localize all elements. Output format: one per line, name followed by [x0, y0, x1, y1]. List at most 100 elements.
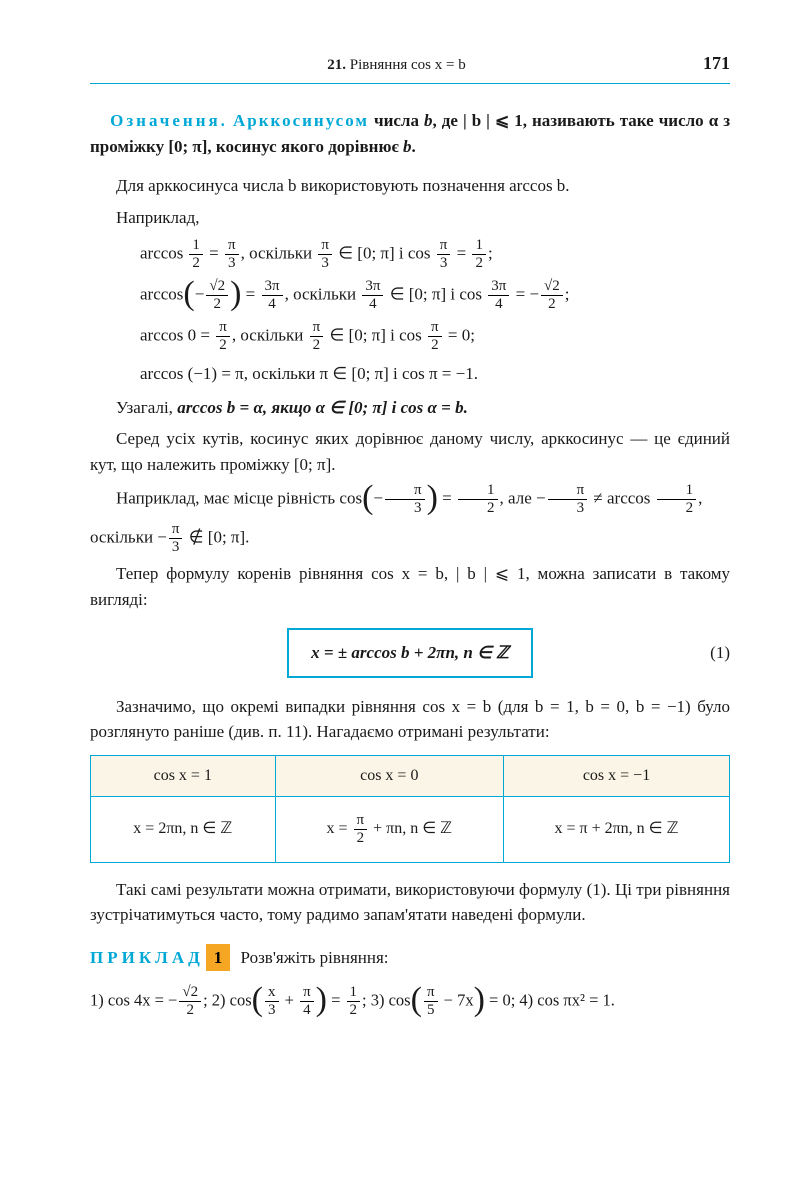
paragraph-6: Тепер формулу коренів рівняння cos x = b…	[90, 561, 730, 612]
ex2-dn: 3π	[488, 279, 509, 296]
ex1-j: 2	[472, 255, 486, 271]
ex2-rd: 4	[262, 296, 283, 312]
p4-c: 1	[458, 483, 498, 500]
table-header-2: cos x = 0	[275, 755, 503, 796]
p4-a: π	[385, 483, 425, 500]
ex2-en: √2	[541, 279, 563, 296]
paragraph-4: Наприклад, має місце рівність cos(−π3) =…	[90, 483, 730, 516]
ex1-g: π	[437, 238, 451, 255]
ex2-cn: 3π	[362, 279, 383, 296]
definition-block: Означення. Арккосинусом числа b, де | b …	[90, 108, 730, 159]
page-number: 171	[703, 50, 730, 77]
section-number: 21.	[327, 57, 346, 73]
pr2c-d: 2	[347, 1002, 361, 1018]
arccos-example-3: arccos 0 = π2, оскільки π2 ∈ [0; π] і co…	[140, 320, 730, 353]
ex1-eq: =	[205, 243, 223, 262]
formula-row: x = ± arccos b + 2πn, n ∈ ℤ (1)	[90, 628, 730, 678]
ex2-pre: arccos	[140, 284, 183, 303]
ex1-mid: , оскільки	[241, 243, 317, 262]
ex3-c: π	[310, 320, 324, 337]
main-formula: x = ± arccos b + 2πn, n ∈ ℤ	[287, 628, 533, 678]
pr2-mid: =	[327, 990, 345, 1009]
ex3-mid: , оскільки	[232, 325, 308, 344]
pr1-d: 2	[179, 1002, 201, 1018]
ex1-a: 1	[189, 238, 203, 255]
gen-pre: Узагалі,	[116, 398, 177, 417]
example-task: Розв'яжіть рівняння:	[241, 948, 389, 967]
problem-list: 1) cos 4x = −√22; 2) cos(x3 + π4) = 12; …	[90, 985, 730, 1018]
gen-formula: arccos b = α, якщо α ∈ [0; π] і cos α = …	[177, 398, 468, 417]
p4-pre: Наприклад, має місце рівність cos	[116, 488, 362, 507]
c2-pre: x =	[327, 820, 352, 837]
ex2-end: ;	[565, 284, 570, 303]
def-var-b2: b	[403, 137, 412, 156]
ex3-f: 2	[428, 337, 442, 353]
arccos-example-2: arccos(−√22) = 3π4, оскільки 3π4 ∈ [0; π…	[140, 279, 730, 312]
ex2-eq: =	[241, 284, 259, 303]
def-cond: | b | ⩽ 1,	[463, 111, 527, 130]
ex3-e: π	[428, 320, 442, 337]
ex3-a: π	[216, 320, 230, 337]
def-body-4: .	[412, 137, 416, 156]
paragraph-1: Для арккосинуса числа b використовують п…	[90, 173, 730, 199]
example-number: 1	[206, 944, 231, 972]
pr1-pre: 1) cos 4x = −	[90, 990, 177, 1009]
ex3-in: ∈ [0; π] і cos	[325, 325, 426, 344]
def-var-b: b	[424, 111, 433, 130]
equation-number: (1)	[710, 640, 730, 666]
p4-mid2: , але −	[500, 488, 546, 507]
special-cases-table: cos x = 1 cos x = 0 cos x = −1 x = 2πn, …	[90, 755, 730, 863]
header-title: 21. Рівняння cos x = b	[90, 54, 703, 77]
table-header-3: cos x = −1	[504, 755, 730, 796]
pr2a-d: 3	[265, 1002, 279, 1018]
paragraph-5: оскільки −π3 ∉ [0; π].	[90, 522, 730, 555]
c2-post: + πn, n ∈ ℤ	[369, 820, 452, 837]
table-cell-2: x = π2 + πn, n ∈ ℤ	[275, 796, 503, 862]
table-cell-3: x = π + 2πn, n ∈ ℤ	[504, 796, 730, 862]
ex1-pre: arccos	[140, 243, 183, 262]
ex3-b: 2	[216, 337, 230, 353]
page-header: 21. Рівняння cos x = b 171	[90, 50, 730, 84]
ex2-mid: , оскільки	[285, 284, 361, 303]
paragraph-3: Серед усіх кутів, косинус яких дорівнює …	[90, 426, 730, 477]
ex2-rn: 3π	[262, 279, 283, 296]
ex3-pre: arccos 0 =	[140, 325, 214, 344]
ex1-end: ;	[488, 243, 493, 262]
ex1-eq2: =	[452, 243, 470, 262]
arccos-example-4: arccos (−1) = π, оскільки π ∈ [0; π] і c…	[140, 361, 730, 387]
paragraph-7: Зазначимо, що окремі випадки рівняння co…	[90, 694, 730, 745]
p4-d: 2	[458, 500, 498, 516]
ex2-eq2: = −	[511, 284, 539, 303]
ex1-h: 3	[437, 255, 451, 271]
pr1-end: ; 2) cos	[203, 990, 252, 1009]
p5-b: 3	[169, 539, 183, 555]
p4-end: ,	[698, 488, 702, 507]
definition-label: Означення.	[110, 111, 228, 130]
pr2a-n: x	[265, 985, 279, 1002]
ex1-c: π	[225, 238, 239, 255]
p4-f: 3	[548, 500, 588, 516]
arccos-example-1: arccos12 = π3, оскільки π3 ∈ [0; π] і co…	[140, 238, 730, 271]
ex1-e: π	[318, 238, 332, 255]
ex2-argn: √2	[206, 279, 228, 296]
ex2-dd: 4	[488, 296, 509, 312]
definition-term: Арккосинусом	[233, 111, 369, 130]
ex1-d: 3	[225, 255, 239, 271]
ex2-argd: 2	[206, 296, 228, 312]
ex2-ed: 2	[541, 296, 563, 312]
ex1-b: 2	[189, 255, 203, 271]
p4-mid: =	[438, 488, 456, 507]
pr3-end: = 0; 4) cos πx² = 1.	[485, 990, 615, 1009]
ex1-i: 1	[472, 238, 486, 255]
ex2-cd: 4	[362, 296, 383, 312]
ex1-in: ∈ [0; π] і cos	[334, 243, 435, 262]
p4-neq: ≠ arccos	[589, 488, 655, 507]
p4-b: 3	[385, 500, 425, 516]
p5-end: ∉ [0; π].	[184, 527, 249, 546]
pr2b-n: π	[300, 985, 314, 1002]
ex1-f: 3	[318, 255, 332, 271]
pr2-plus: +	[281, 990, 299, 1009]
ex3-d: 2	[310, 337, 324, 353]
p4-e: π	[548, 483, 588, 500]
def-body-1: числа	[369, 111, 424, 130]
